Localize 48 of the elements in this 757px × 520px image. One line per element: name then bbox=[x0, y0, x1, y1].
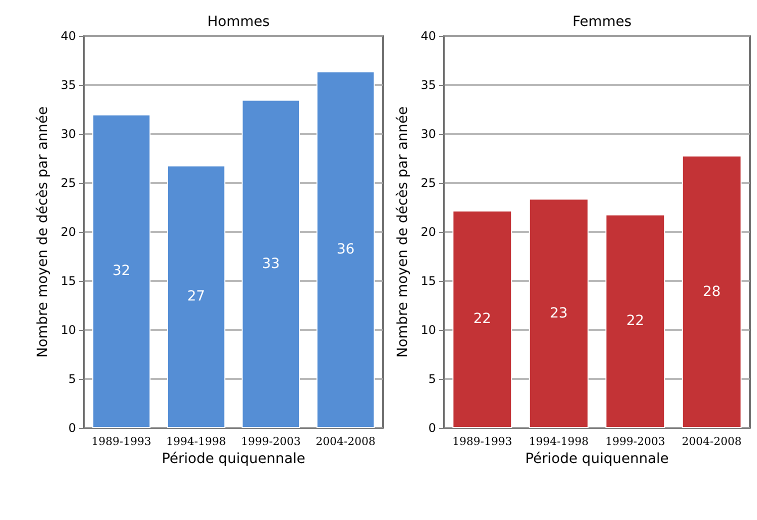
y-tick-label: 40 bbox=[420, 29, 436, 43]
x-tick-label: 1999-2003 bbox=[605, 435, 666, 448]
y-tick-label: 30 bbox=[420, 127, 436, 141]
bar bbox=[316, 71, 375, 428]
x-axis-title: Période quiquennale bbox=[162, 451, 306, 467]
data-label: 32 bbox=[112, 263, 130, 280]
data-label: 28 bbox=[702, 284, 721, 300]
y-tick-label: 10 bbox=[60, 323, 76, 337]
bar bbox=[682, 156, 742, 428]
x-tick-label: 2004-2008 bbox=[316, 435, 376, 448]
x-tick-label: 1994-1998 bbox=[528, 435, 589, 448]
data-label: 22 bbox=[473, 311, 492, 328]
y-tick-label: 10 bbox=[420, 323, 436, 337]
data-label: 33 bbox=[262, 256, 280, 272]
data-label: 22 bbox=[626, 313, 644, 330]
y-tick-label: 5 bbox=[428, 372, 436, 386]
data-label: 36 bbox=[336, 242, 355, 258]
y-tick-label: 15 bbox=[420, 274, 436, 288]
chart-title: Hommes bbox=[207, 14, 270, 30]
x-axis-title: Période quiquennale bbox=[525, 451, 669, 467]
x-tick-label: 2004-2008 bbox=[682, 435, 742, 448]
y-tick-label: 30 bbox=[60, 127, 76, 141]
y-tick-label: 25 bbox=[60, 176, 76, 190]
x-tick-label: 1994-1998 bbox=[166, 435, 226, 448]
bar bbox=[92, 114, 151, 428]
x-tick-label: 1999-2003 bbox=[241, 435, 301, 448]
y-tick-label: 40 bbox=[60, 29, 76, 43]
data-label: 23 bbox=[550, 305, 568, 322]
y-axis-title: Nombre moyen de décès par année bbox=[394, 106, 411, 358]
y-tick-label: 0 bbox=[68, 421, 76, 435]
bar bbox=[452, 210, 512, 428]
bar bbox=[242, 100, 300, 428]
bar bbox=[528, 198, 589, 428]
y-tick-label: 35 bbox=[60, 78, 76, 92]
y-tick-label: 5 bbox=[68, 372, 76, 386]
x-tick-label: 1989-1993 bbox=[92, 435, 152, 448]
y-tick-label: 15 bbox=[60, 274, 76, 288]
y-tick-label: 20 bbox=[420, 225, 436, 239]
y-tick-label: 20 bbox=[60, 225, 76, 239]
chart-title: Femmes bbox=[572, 14, 632, 30]
bar bbox=[166, 165, 226, 428]
bar bbox=[605, 214, 666, 428]
y-axis-title: Nombre moyen de décès par année bbox=[34, 106, 51, 358]
y-tick-label: 0 bbox=[428, 421, 436, 435]
data-label: 27 bbox=[187, 288, 206, 305]
y-tick-label: 35 bbox=[420, 78, 436, 92]
x-tick-label: 1989-1993 bbox=[452, 435, 512, 448]
y-tick-label: 25 bbox=[420, 176, 436, 190]
